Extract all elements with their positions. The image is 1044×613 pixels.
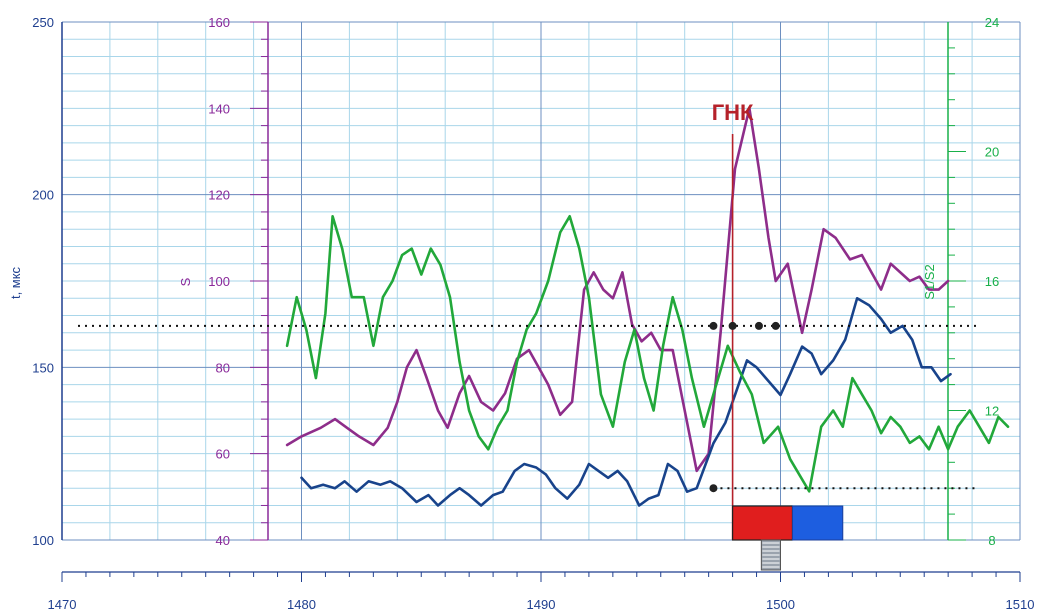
gas-zone-block	[731, 505, 794, 541]
x-tick-label: 1480	[287, 597, 316, 612]
s1s2-tick-label: 16	[985, 274, 999, 289]
axis-t-title: t, мкс	[8, 266, 23, 299]
intersection-marker	[709, 484, 718, 493]
series-line-s1s2	[285, 215, 1010, 493]
s-tick-label: 100	[208, 274, 230, 289]
chart-annotations	[78, 134, 976, 571]
intersection-marker	[754, 321, 763, 330]
t-tick-label: 250	[32, 15, 54, 30]
chart-grid	[61, 21, 1021, 541]
x-tick-label: 1470	[48, 597, 77, 612]
contact-label: ГНК	[712, 100, 754, 125]
t-tick-label: 100	[32, 533, 54, 548]
intersection-marker	[728, 321, 737, 330]
s-tick-label: 80	[216, 360, 230, 375]
water-zone-block	[791, 505, 844, 541]
series-line-t	[300, 297, 952, 507]
s1s2-tick-label: 24	[985, 15, 999, 30]
x-tick-label: 1500	[766, 597, 795, 612]
s1s2-tick-label: 12	[985, 404, 999, 419]
s-tick-label: 60	[216, 447, 230, 462]
s1s2-tick-label: 20	[985, 145, 999, 160]
intersection-marker	[709, 321, 718, 330]
x-tick-label: 1510	[1006, 597, 1035, 612]
x-tick-label: 1490	[527, 597, 556, 612]
chart-series	[285, 107, 1010, 507]
s-tick-label: 40	[216, 533, 230, 548]
axis-s1s2-title: S1/S2	[922, 264, 937, 299]
series-line-s	[285, 107, 950, 473]
s-tick-label: 140	[208, 101, 230, 116]
s-tick-label: 160	[208, 15, 230, 30]
s1s2-tick-label: 8	[988, 533, 995, 548]
t-tick-label: 200	[32, 188, 54, 203]
axis-s-title: S	[178, 277, 193, 286]
t-tick-label: 150	[32, 360, 54, 375]
intersection-marker	[771, 321, 780, 330]
chart-labels: 1470 1480 1490 1500 1510 100 150 200 250 40 60 80 10…	[8, 15, 1034, 612]
s-tick-label: 120	[208, 188, 230, 203]
